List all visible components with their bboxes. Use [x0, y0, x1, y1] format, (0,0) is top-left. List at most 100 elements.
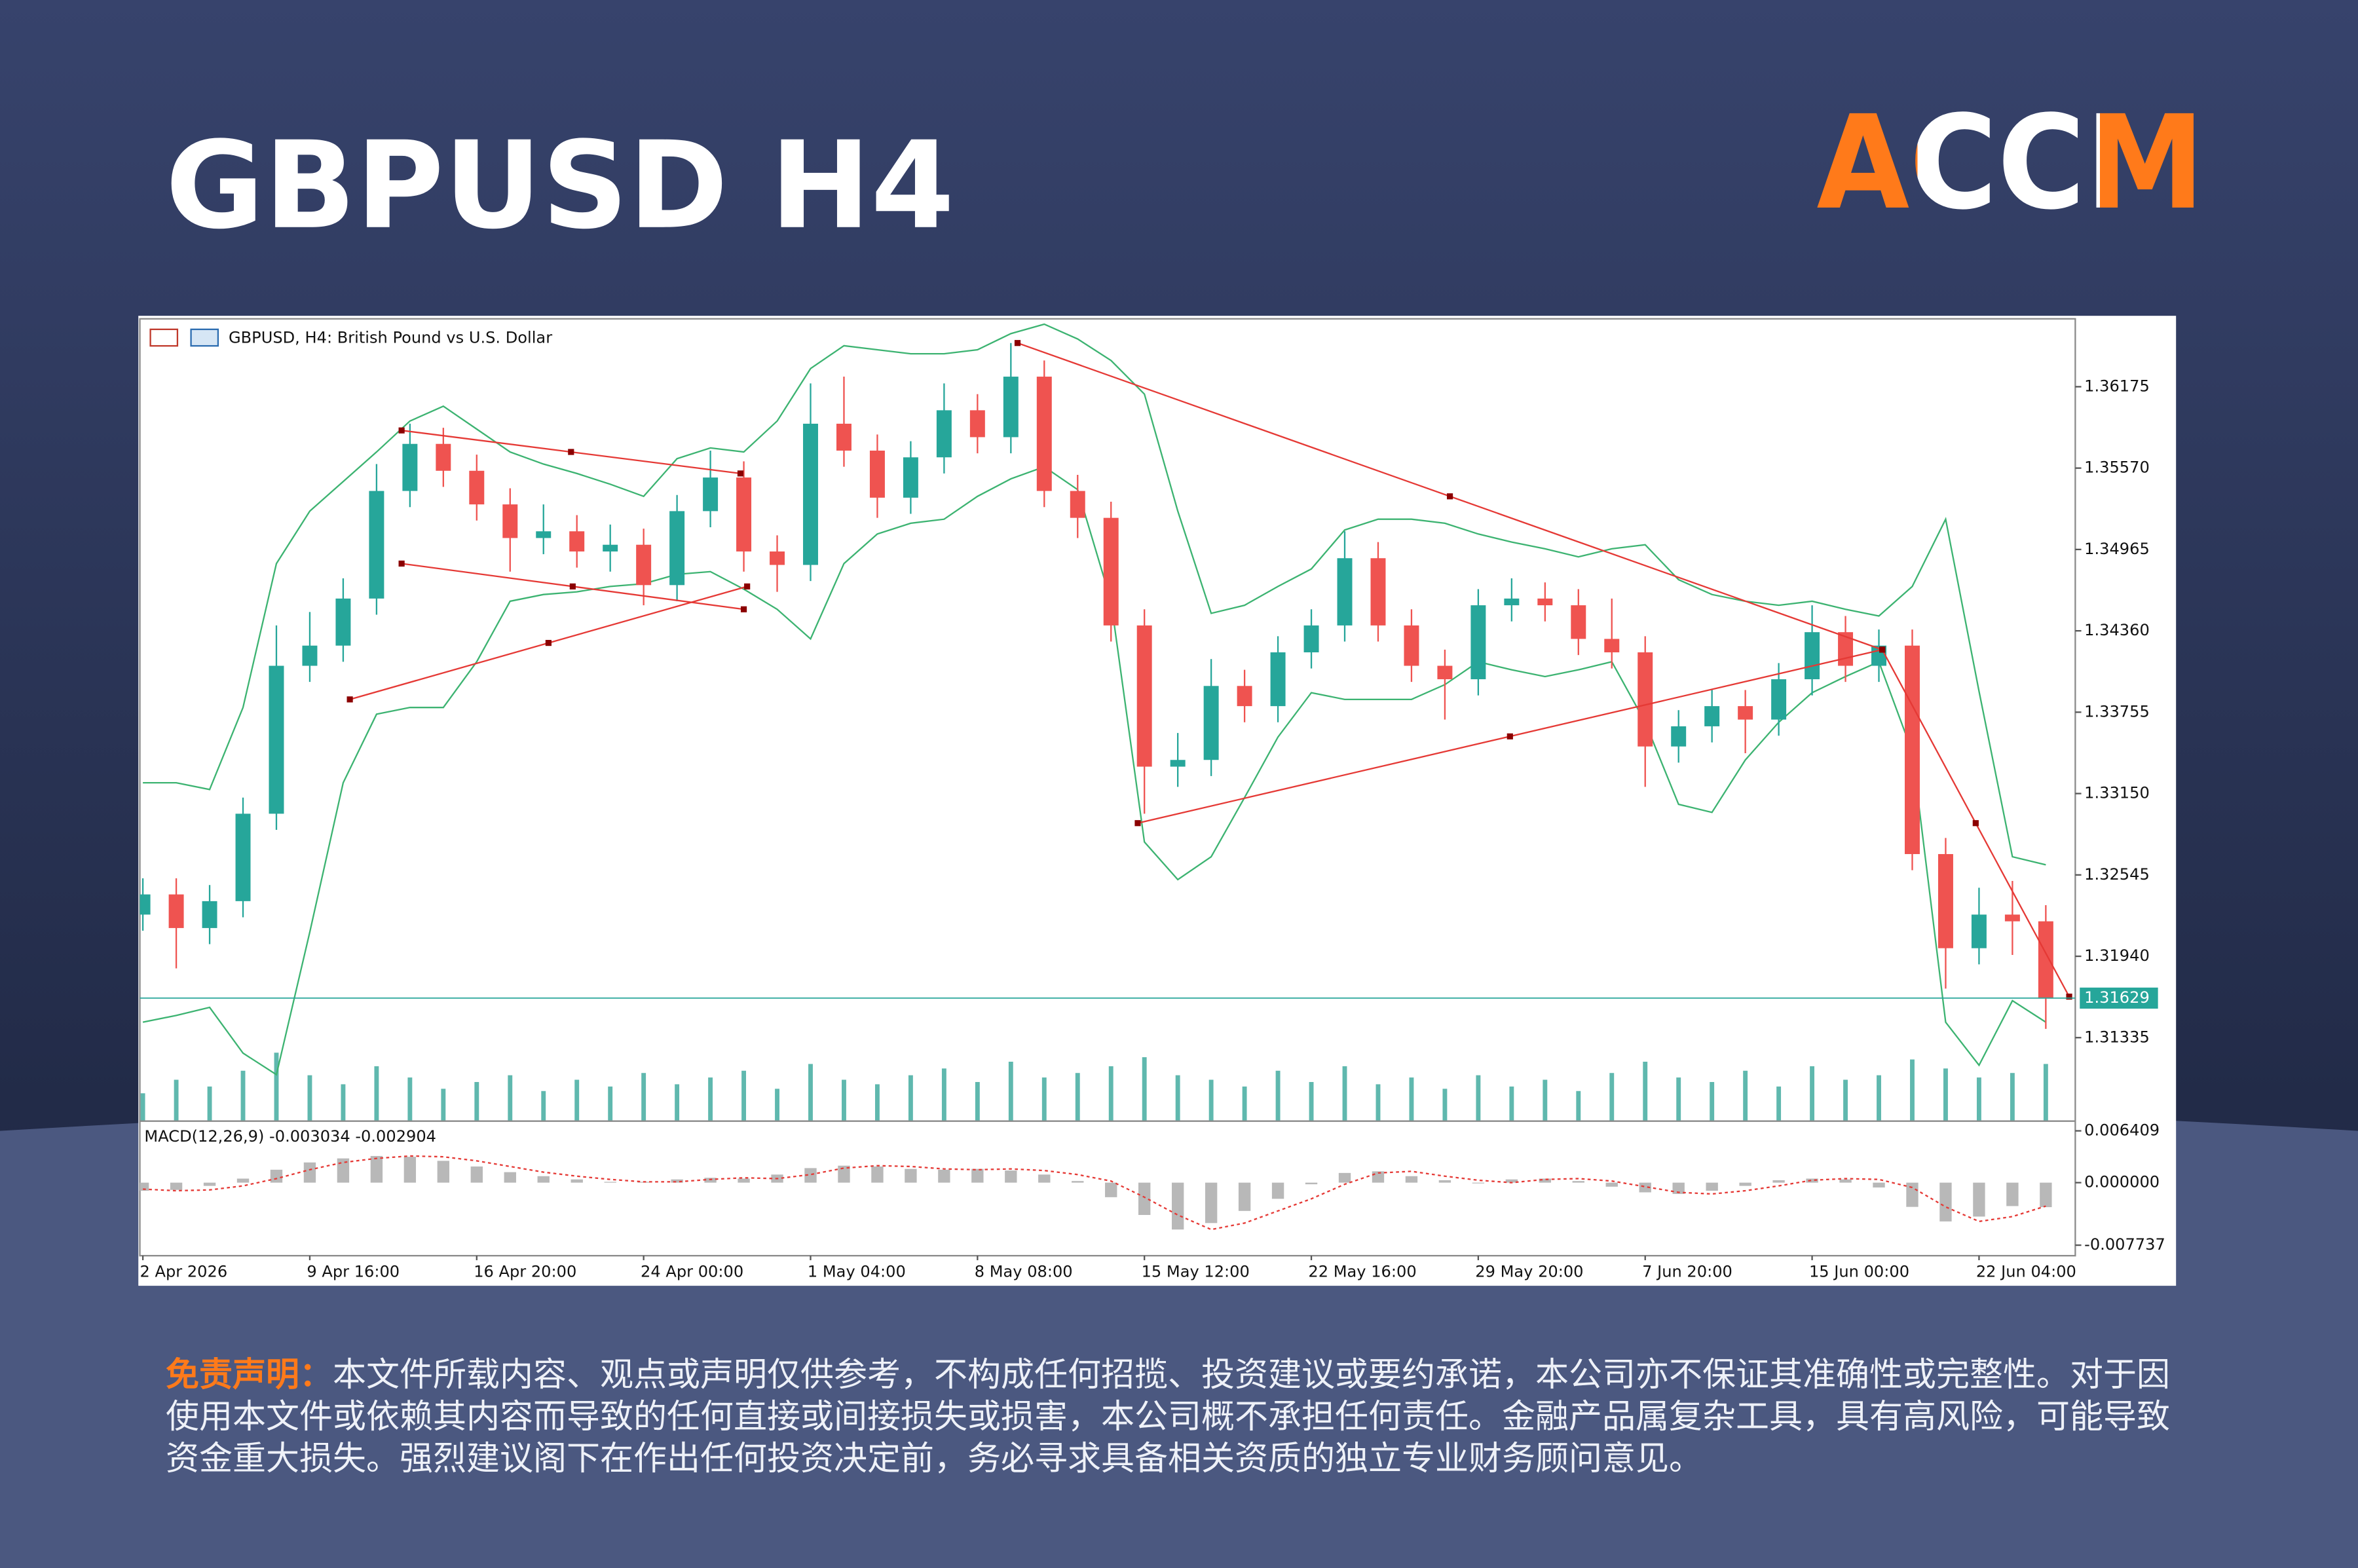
volume-bar [1877, 1075, 1881, 1121]
chart-header: GBPUSD, H4: British Pound vs U.S. Dollar [229, 329, 552, 347]
trendline-anchor [398, 560, 405, 567]
macd-bar [1572, 1181, 1584, 1183]
macd-bar [1706, 1182, 1718, 1191]
candle-body [1136, 625, 1152, 767]
x-tick-label: 9 Apr 16:00 [307, 1262, 400, 1280]
volume-bar [174, 1079, 179, 1121]
macd-bar [1438, 1180, 1451, 1183]
current-price-box [2080, 987, 2158, 1009]
macd-bar [1839, 1179, 1852, 1183]
macd-panel [140, 1155, 2052, 1231]
candle-body [1671, 726, 1687, 747]
y-tick-label: 1.34360 [2084, 621, 2150, 639]
candle-body [936, 410, 952, 458]
macd-bar [470, 1166, 483, 1183]
x-tick-label: 16 Apr 20:00 [474, 1262, 576, 1280]
candle-body [235, 813, 251, 901]
candle-body [269, 665, 284, 814]
candle-body [1203, 686, 1219, 760]
volume-bar [1609, 1073, 1615, 1121]
macd-bar [203, 1182, 216, 1186]
candle-body [603, 544, 618, 551]
candle-body [669, 511, 685, 586]
candle-body [369, 491, 384, 599]
plot-border [139, 318, 2076, 1257]
macd-bar [1772, 1180, 1785, 1183]
axes: 1.31629 1.36175 1.35570 1.34965 1.34360 1.337… [140, 377, 2165, 1280]
volume-bar [274, 1053, 279, 1121]
candle-body [569, 531, 585, 551]
volume-bar [207, 1086, 212, 1121]
volume-bar [240, 1070, 246, 1121]
candle-body [1170, 760, 1186, 767]
candle-body [1905, 645, 1920, 854]
volume-bar [541, 1091, 546, 1121]
disclaimer: 免责声明：本文件所载内容、观点或声明仅供参考，不构成任何招揽、投资建议或要约承诺… [166, 1354, 2190, 1480]
candle-body [869, 450, 885, 498]
candle-body [1771, 679, 1787, 720]
trendline-anchor [1879, 646, 1886, 653]
volume-bar [1543, 1079, 1548, 1121]
candle-body [703, 477, 719, 512]
volume-bar [1142, 1057, 1147, 1121]
macd-bar [1405, 1176, 1418, 1183]
macd-bar [1739, 1182, 1751, 1186]
macd-bar [504, 1172, 516, 1183]
trendline-anchor [2066, 994, 2072, 1000]
volume-bar [1643, 1061, 1648, 1121]
candle-body [202, 901, 217, 928]
macd-bar [1939, 1182, 1952, 1222]
x-tick-label: 22 Jun 04:00 [1976, 1262, 2076, 1280]
volume-bar [1075, 1073, 1080, 1121]
trendline-anchor [1446, 493, 1453, 500]
macd-bar [1205, 1182, 1218, 1223]
candle-body [1270, 652, 1286, 707]
candle-body [436, 443, 451, 471]
macd-bar [1806, 1178, 1818, 1183]
volume-bar [1576, 1091, 1581, 1121]
volume-bar [1509, 1086, 1514, 1121]
candle-body [2004, 914, 2020, 922]
candle-body [168, 894, 184, 928]
macd-bar [236, 1178, 250, 1183]
x-tick-label: 15 Jun 00:00 [1809, 1262, 1909, 1280]
macd-bar [938, 1169, 950, 1183]
macd-bar [1271, 1182, 1284, 1199]
macd-signal [143, 1155, 2046, 1231]
volume-bar [1476, 1075, 1481, 1121]
macd-bar [1005, 1170, 1017, 1183]
candle-body [1638, 652, 1653, 747]
volume-bar [508, 1075, 513, 1121]
volume-bar [1442, 1089, 1448, 1121]
candle-body [469, 470, 485, 505]
volume-bar [675, 1084, 680, 1121]
volume-bar [1275, 1070, 1281, 1121]
candle-body [1604, 639, 1620, 652]
volume-bar [1776, 1086, 1782, 1121]
macd-bar [1105, 1182, 1117, 1197]
x-tick-label: 8 May 08:00 [975, 1262, 1073, 1280]
y-tick-label: 1.33150 [2084, 784, 2150, 802]
macd-title: MACD(12,26,9) -0.003034 -0.002904 [144, 1127, 436, 1146]
candle-body [1470, 605, 1486, 680]
volume-bar [374, 1066, 379, 1121]
volume-bar [874, 1084, 880, 1121]
candle-body [770, 551, 785, 565]
trendline-anchor [740, 606, 747, 612]
candle-body [1437, 665, 1453, 680]
volume-bar [1810, 1066, 1815, 1121]
candle-body [836, 423, 852, 451]
candle-body [1036, 377, 1052, 491]
macd-bar [1171, 1182, 1184, 1230]
trendline-anchor [1014, 340, 1021, 346]
candle-body [1003, 377, 1019, 438]
disclaimer-text: 本文件所载内容、观点或声明仅供参考，不构成任何招揽、投资建议或要约承诺，本公司亦… [166, 1356, 2171, 1478]
price-panel [140, 323, 2076, 1121]
macd-bar [270, 1169, 283, 1183]
volume-bar [307, 1075, 312, 1121]
candle-body [1738, 706, 1753, 720]
macd-bar [1138, 1182, 1151, 1215]
candle-body [402, 443, 418, 491]
